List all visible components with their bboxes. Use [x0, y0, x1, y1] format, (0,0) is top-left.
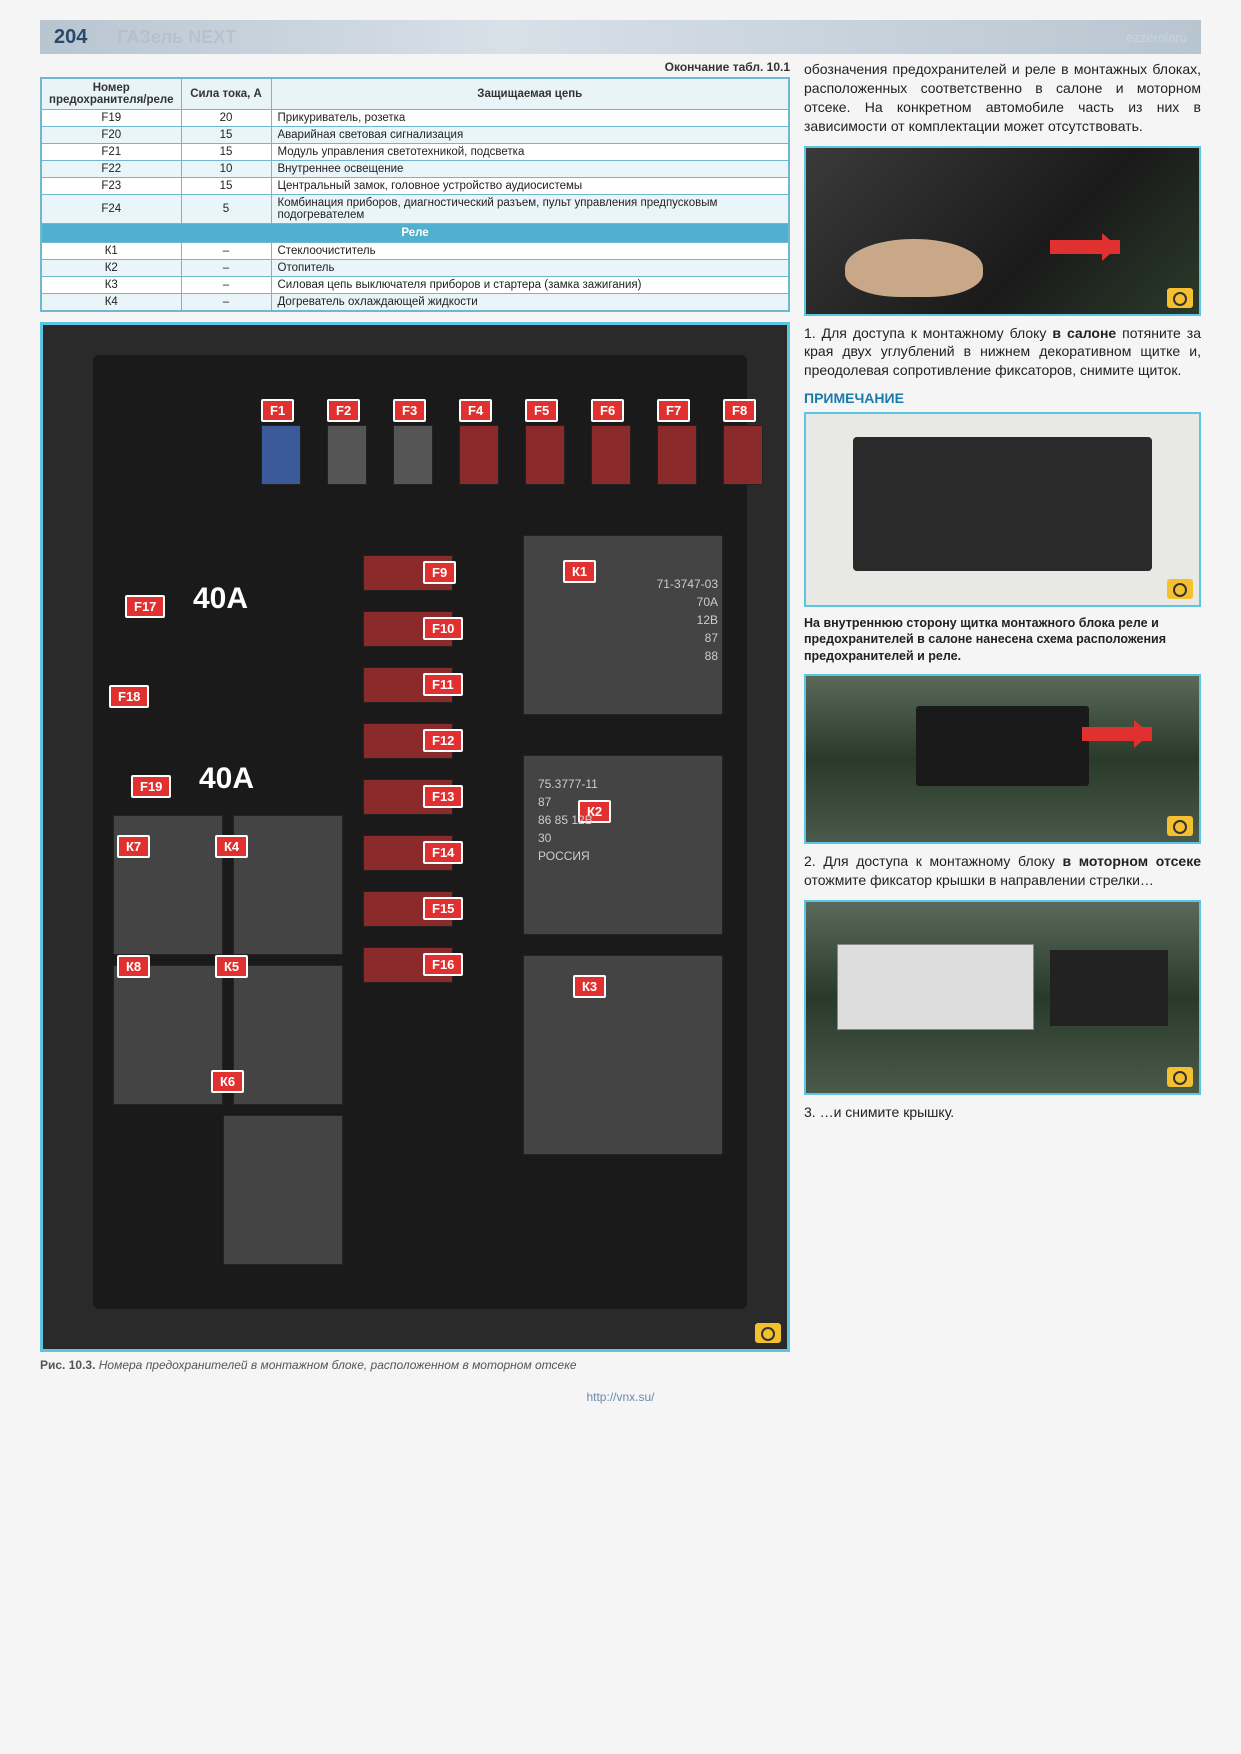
- note-photo: [804, 412, 1201, 607]
- fuse-label: F12: [423, 729, 463, 752]
- relay-marking: 71-3747-0370A12B8788: [538, 575, 718, 665]
- fuse-label: F11: [423, 673, 463, 696]
- step2-text: 2. Для доступа к монтажному блоку в мото…: [804, 852, 1201, 890]
- col-header: Сила тока, А: [181, 78, 271, 110]
- step2-photo: [804, 674, 1201, 844]
- camera-icon: [1167, 1067, 1193, 1087]
- camera-icon: [1167, 579, 1193, 599]
- table-cell: К2: [41, 260, 181, 277]
- step1-photo: [804, 146, 1201, 316]
- col-header: Номер предохранителя/реле: [41, 78, 181, 110]
- fuse-label: F9: [423, 561, 456, 584]
- step3-photo: [804, 900, 1201, 1095]
- table-cell: К4: [41, 294, 181, 312]
- fuse-label: F5: [525, 399, 558, 422]
- table-cell: F20: [41, 127, 181, 144]
- table-cell: Центральный замок, головное устройство а…: [271, 178, 789, 195]
- relay-label: К5: [215, 955, 248, 978]
- fuse-amperage: 40A: [199, 762, 254, 796]
- footer-link[interactable]: http://vnx.su/: [40, 1390, 1201, 1404]
- table-cell: Догреватель охлаждающей жидкости: [271, 294, 789, 312]
- camera-icon: [1167, 816, 1193, 836]
- table-cell: Комбинация приборов, диагностический раз…: [271, 195, 789, 224]
- table-cell: Стеклоочиститель: [271, 243, 789, 260]
- fig-num: Рис. 10.3.: [40, 1358, 95, 1372]
- fuse-label: F14: [423, 841, 463, 864]
- fuse-label: F2: [327, 399, 360, 422]
- table-cell: F21: [41, 144, 181, 161]
- fuse-amperage: 40A: [193, 582, 248, 616]
- table-cell: 15: [181, 144, 271, 161]
- relay-label: К4: [215, 835, 248, 858]
- fuse-label: F3: [393, 399, 426, 422]
- table-cell: Отопитель: [271, 260, 789, 277]
- fuse-label: F17: [125, 595, 165, 618]
- fuse-label: F8: [723, 399, 756, 422]
- table-cell: 15: [181, 178, 271, 195]
- figure-caption: Рис. 10.3. Номера предохранителей в монт…: [40, 1358, 790, 1372]
- table-cell: К1: [41, 243, 181, 260]
- table-cell: –: [181, 243, 271, 260]
- fuse-label: F13: [423, 785, 463, 808]
- page-number: 204: [54, 26, 87, 49]
- table-cell: F22: [41, 161, 181, 178]
- table-cell: Модуль управления светотехникой, подсвет…: [271, 144, 789, 161]
- table-cell: Аварийная световая сигнализация: [271, 127, 789, 144]
- header-right: ezzerolaru: [1126, 30, 1187, 45]
- camera-icon: [755, 1323, 781, 1343]
- table-caption: Окончание табл. 10.1: [40, 60, 790, 74]
- note-heading: ПРИМЕЧАНИЕ: [804, 390, 1201, 406]
- fuse-label: F15: [423, 897, 463, 920]
- fuse-label: F18: [109, 685, 149, 708]
- relay-label: К8: [117, 955, 150, 978]
- relay-marking: 75.3777-118786 85 12В30РОССИЯ: [538, 775, 718, 865]
- table-cell: 10: [181, 161, 271, 178]
- fuse-label: F10: [423, 617, 463, 640]
- relay-label: К3: [573, 975, 606, 998]
- step1-text: 1. Для доступа к монтажному блоку в сало…: [804, 324, 1201, 381]
- table-cell: 5: [181, 195, 271, 224]
- page-header: 204 ГАЗель NEXT ezzerolaru: [40, 20, 1201, 54]
- fuse-box-photo: F8 F7 F6 F5 F4 F3 F2 F1 F9 F10 F11 F12 F13 F14 F15 F16 F…: [40, 322, 790, 1352]
- step3-text: 3. …и снимите крышку.: [804, 1103, 1201, 1122]
- fig-text: Номера предохранителей в монтажном блоке…: [99, 1358, 577, 1372]
- intro-text: обозначения предохранителей и реле в мон…: [804, 60, 1201, 136]
- table-cell: –: [181, 294, 271, 312]
- relay-label: К7: [117, 835, 150, 858]
- table-cell: F23: [41, 178, 181, 195]
- fuse-label: F16: [423, 953, 463, 976]
- relay-section-head: Реле: [41, 224, 789, 243]
- table-cell: 15: [181, 127, 271, 144]
- table-cell: К3: [41, 277, 181, 294]
- fuse-label: F19: [131, 775, 171, 798]
- table-cell: Внутреннее освещение: [271, 161, 789, 178]
- table-cell: –: [181, 260, 271, 277]
- fuse-label: F4: [459, 399, 492, 422]
- header-title: ГАЗель NEXT: [117, 27, 236, 48]
- fuse-label: F1: [261, 399, 294, 422]
- fuse-label: F6: [591, 399, 624, 422]
- col-header: Защищаемая цепь: [271, 78, 789, 110]
- camera-icon: [1167, 288, 1193, 308]
- table-cell: 20: [181, 110, 271, 127]
- fuse-label: F7: [657, 399, 690, 422]
- table-cell: F24: [41, 195, 181, 224]
- note-caption: На внутреннюю сторону щитка монтажного б…: [804, 615, 1201, 664]
- table-cell: Прикуриватель, розетка: [271, 110, 789, 127]
- table-cell: F19: [41, 110, 181, 127]
- table-cell: Силовая цепь выключателя приборов и стар…: [271, 277, 789, 294]
- relay-label: К6: [211, 1070, 244, 1093]
- table-cell: –: [181, 277, 271, 294]
- fuse-table: Номер предохранителя/реле Сила тока, А З…: [40, 77, 790, 312]
